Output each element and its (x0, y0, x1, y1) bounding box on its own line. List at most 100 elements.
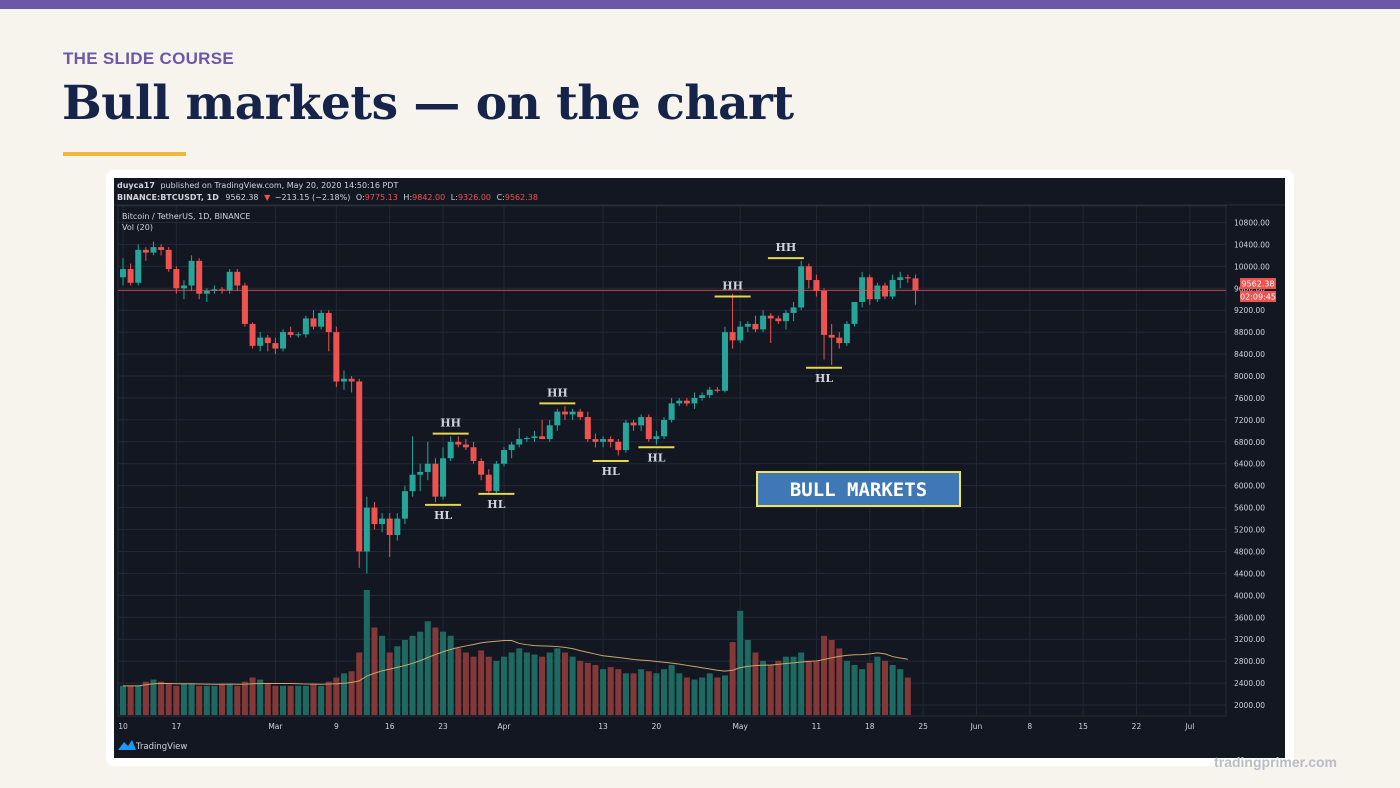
y-tick-label: 10000.00 (1234, 262, 1270, 271)
candle-body (409, 474, 416, 492)
volume-bar (470, 656, 477, 715)
volume-bar (653, 673, 660, 715)
volume-bar (645, 671, 652, 715)
candle-body (912, 278, 919, 291)
x-tick-label: 8 (1027, 722, 1032, 731)
volume-bar (196, 685, 203, 715)
volume-bar (569, 656, 576, 715)
volume-bar (752, 652, 759, 715)
candle-body (843, 323, 850, 344)
candle-body (447, 441, 454, 459)
volume-bar (546, 652, 553, 715)
candle-body (897, 277, 904, 281)
last-price: 9562.38 (225, 193, 258, 202)
volume-bar (836, 648, 843, 715)
volume-label: Vol (20) (122, 223, 153, 232)
higher-high-label: HH (547, 386, 568, 399)
tradingview-text: TradingView (135, 742, 187, 752)
volume-bar (493, 660, 500, 715)
candle-body (226, 271, 233, 291)
volume-bar (394, 646, 401, 715)
candle-body (622, 422, 629, 451)
volume-bar (272, 685, 279, 715)
volume-bar (737, 610, 744, 715)
time-tag (1240, 291, 1276, 302)
candle-body (455, 441, 462, 445)
y-tick-label: 9200.00 (1234, 306, 1265, 315)
pair-label: Bitcoin / TetherUS, 1D, BINANCE (122, 212, 250, 221)
candle-body (569, 411, 576, 415)
volume-bar (866, 662, 873, 715)
volume-bar (775, 660, 782, 715)
volume-bar (523, 652, 530, 715)
candle-body (638, 417, 645, 426)
volume-bar (805, 660, 812, 715)
volume-bar (120, 685, 126, 715)
volume-bar (302, 685, 309, 715)
candle-body (904, 277, 911, 279)
candle-body (706, 389, 713, 396)
candle-body (691, 397, 698, 404)
volume-bar (706, 673, 713, 715)
candle-body (302, 318, 309, 335)
y-tick-label: 2400.00 (1234, 679, 1265, 688)
chart-image: HH HL HL HH HL HL HH HH HL 10800.00 10400.00 10000… (114, 178, 1285, 758)
footer-source: tradingprimer.com (1214, 754, 1337, 770)
candle-body (554, 411, 561, 426)
x-tick-label: 25 (918, 722, 928, 731)
candle-body (683, 400, 690, 404)
course-kicker: THE SLIDE COURSE (63, 49, 235, 68)
candle-body (234, 271, 241, 286)
x-tick-label: 15 (1078, 722, 1088, 731)
y-tick-label: 3600.00 (1234, 613, 1265, 622)
candle-body (249, 323, 256, 346)
y-tick-label: 5200.00 (1234, 526, 1265, 535)
volume-bar (417, 631, 424, 715)
candle-body (180, 285, 187, 289)
candle-body (142, 249, 149, 253)
publisher-name[interactable]: duyca17 (117, 181, 155, 190)
volume-bar (447, 635, 454, 715)
volume-bar (379, 635, 386, 715)
volume-bar (462, 652, 469, 715)
volume-bar (135, 685, 142, 715)
svg-text:duyca17 published on Tra: duyca17 published on TradingView.com, Ma… (117, 181, 398, 190)
candle-body (173, 269, 180, 289)
candle-body (600, 439, 607, 442)
volume-bar (180, 683, 187, 715)
candle-body (424, 463, 431, 472)
candle-body (584, 417, 591, 440)
candle-body (882, 285, 888, 297)
candle-body (165, 249, 172, 270)
candle-body (150, 247, 157, 253)
candle-body (744, 323, 751, 327)
higher-low-label: HL (647, 451, 665, 464)
volume-bar (485, 656, 492, 715)
published-info: published on TradingView.com, May 20, 20… (160, 181, 398, 190)
volume-bar (531, 654, 538, 715)
high-value: 9842.00 (412, 193, 445, 202)
volume-bar (798, 652, 805, 715)
volume-bar (219, 683, 226, 715)
volume-bar (188, 683, 195, 715)
tradingview-logo[interactable]: TradingView (118, 740, 187, 752)
candlestick-chart: HH HL HL HH HL HL HH HH HL 10800.00 10400.00 10000… (114, 178, 1285, 758)
change-arrow-icon: ▼ (264, 193, 271, 202)
volume-bar (676, 673, 683, 715)
volume-bar (859, 669, 866, 715)
volume-bar (508, 652, 515, 715)
volume-bar (409, 635, 416, 715)
candle-body (836, 337, 843, 344)
x-tick-label: 20 (652, 722, 662, 731)
candle-body (196, 260, 203, 294)
candle-body (485, 474, 492, 492)
y-tick-label: 6800.00 (1234, 438, 1265, 447)
x-tick-label: 11 (812, 722, 822, 731)
volume-bar (287, 685, 294, 715)
y-tick-label: 3200.00 (1234, 635, 1265, 644)
volume-bar (790, 656, 797, 715)
candle-body (470, 447, 477, 461)
chart-background (114, 178, 1285, 758)
volume-bar (661, 669, 668, 715)
volume-bar (554, 648, 561, 715)
